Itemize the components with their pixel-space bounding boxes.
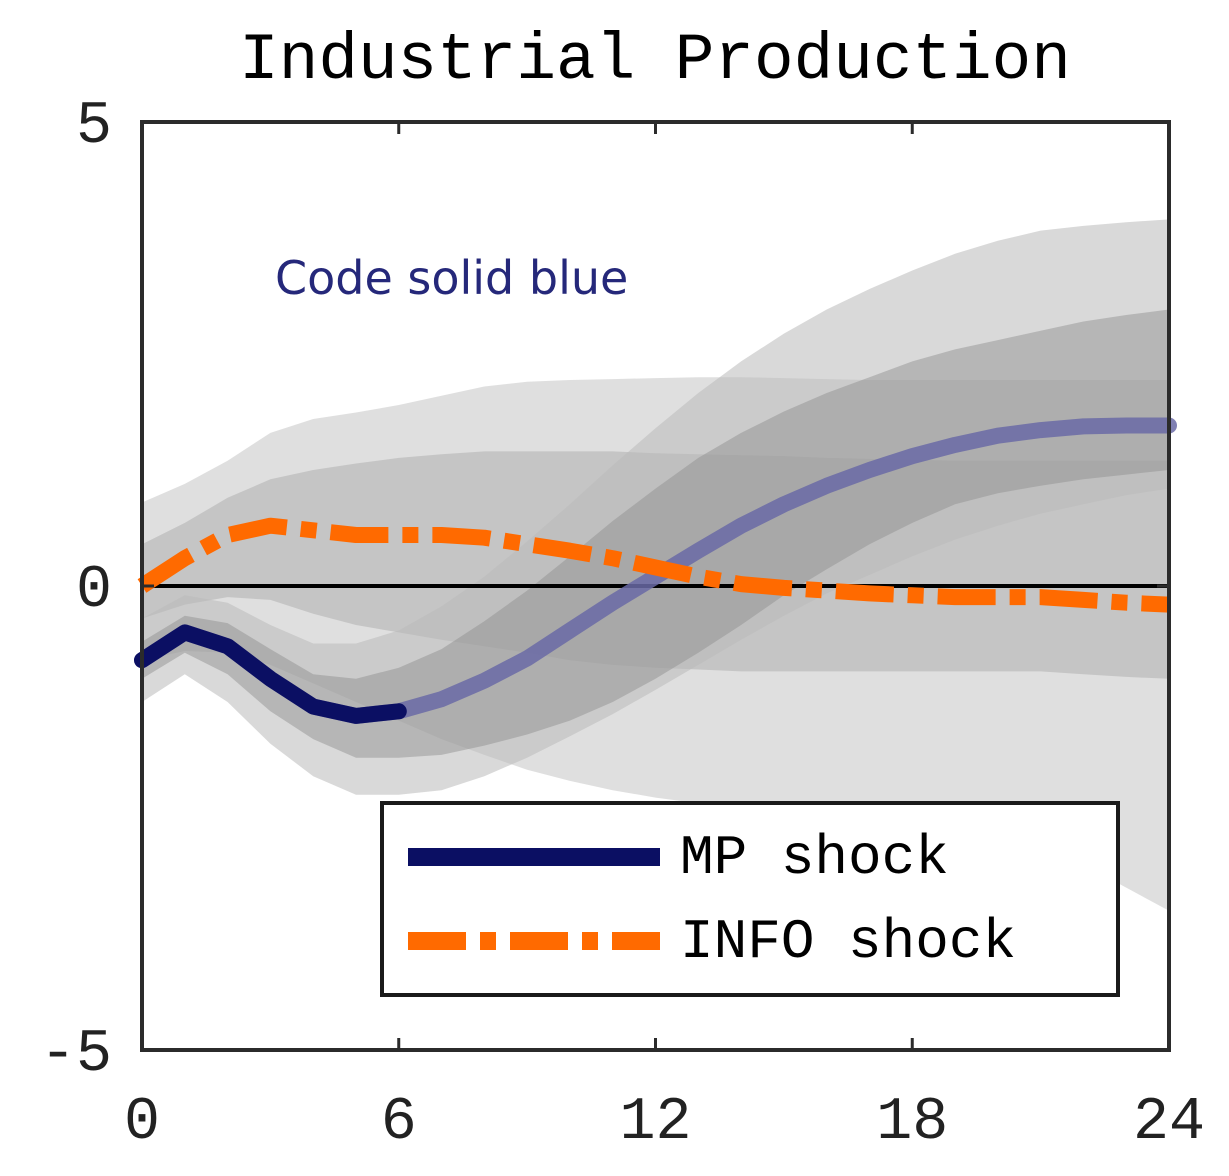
y-tick-label-0: 0 bbox=[76, 557, 112, 625]
mp-shock-inner-band bbox=[142, 309, 1169, 758]
x-tick-label-18: 18 bbox=[876, 1089, 948, 1157]
y-tick-label-5: 5 bbox=[76, 93, 112, 161]
x-tick-label-0: 0 bbox=[124, 1089, 160, 1157]
mp-shock-outer-band bbox=[142, 219, 1169, 795]
chart-title: Industrial Production bbox=[239, 23, 1071, 98]
series-lines bbox=[134, 417, 1177, 724]
x-tick-label-12: 12 bbox=[619, 1089, 691, 1157]
legend-label-mp-shock: MP shock bbox=[680, 826, 949, 890]
axis-ticks bbox=[140, 120, 1171, 1052]
legend-label-info-shock: INFO shock bbox=[680, 910, 1016, 974]
legend: MP shock INFO shock bbox=[380, 801, 1120, 997]
legend-box bbox=[380, 801, 1120, 997]
chart-annotation: Code solid blue bbox=[275, 251, 628, 305]
y-tick-label--5: -5 bbox=[40, 1021, 112, 1089]
line-info-shock bbox=[137, 517, 1170, 613]
x-tick-label-24: 24 bbox=[1133, 1089, 1205, 1157]
axis-tick-labels: 0 6 12 18 24-505 bbox=[40, 93, 1205, 1157]
x-tick-label-6: 6 bbox=[381, 1089, 417, 1157]
line-mp-shock bbox=[134, 624, 407, 724]
confidence-bands bbox=[142, 219, 1169, 911]
